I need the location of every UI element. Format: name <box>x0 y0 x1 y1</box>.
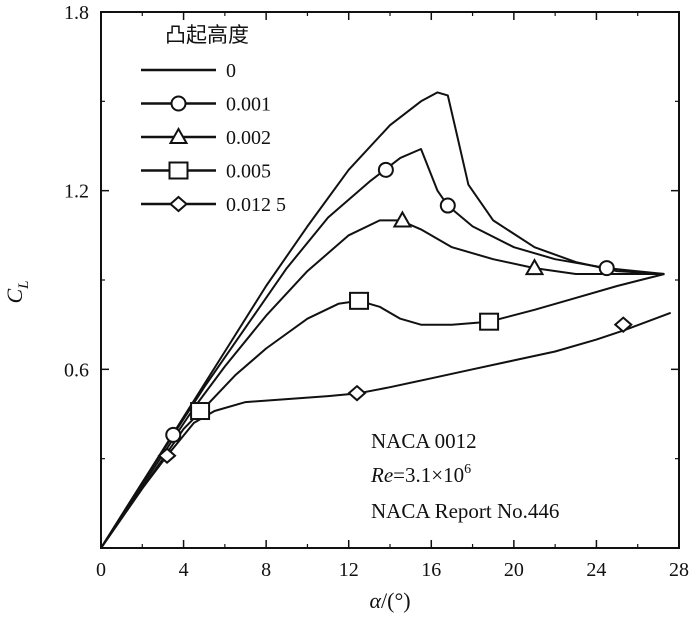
x-tick-label: 24 <box>586 559 606 581</box>
legend: 凸起高度 0 0.001 0.002 0.005 0.012 5 <box>141 23 286 216</box>
x-tick-label: 8 <box>261 559 271 581</box>
series-marker-triangle <box>392 210 413 228</box>
x-tick-label: 12 <box>339 559 359 581</box>
annotation-airfoil: NACA 0012 <box>371 429 477 453</box>
series-line-0 <box>100 91 665 549</box>
legend-label-4: 0.012 5 <box>226 194 286 216</box>
annotation-reynolds: Re=3.1×106 <box>370 462 471 487</box>
y-tick-label: 1.8 <box>64 2 89 24</box>
y-tick-label: 0.6 <box>64 359 89 381</box>
annotation-source: NACA Report No.446 <box>371 499 559 523</box>
x-tick-label: 16 <box>421 559 441 581</box>
legend-label-1: 0.001 <box>226 94 271 116</box>
legend-label-3: 0.005 <box>226 161 271 183</box>
series-marker-diamond <box>347 384 367 402</box>
series-marker-circle <box>598 260 615 277</box>
series-marker-diamond <box>613 316 633 333</box>
y-tick-label: 1.2 <box>64 181 89 203</box>
y-axis-title: CL <box>2 280 32 303</box>
x-axis-title: α/(°) <box>369 588 410 613</box>
legend-rows: 0 0.001 0.002 0.005 0.012 5 <box>141 60 286 216</box>
series-line-1 <box>100 148 665 549</box>
x-tick-label: 20 <box>504 559 524 581</box>
legend-marker-triangle <box>168 126 189 144</box>
series-marker-triangle <box>524 258 545 276</box>
markers-layer <box>157 161 633 465</box>
annotation-exponent: 6 <box>464 462 471 477</box>
series-marker-circle <box>165 426 182 443</box>
legend-label-2: 0.002 <box>226 127 271 149</box>
x-tick-label: 28 <box>669 559 689 581</box>
series-marker-square <box>349 291 370 310</box>
legend-marker-circle <box>170 95 187 112</box>
annotation-block: NACA 0012 Re=3.1×106 NACA Report No.446 <box>370 429 559 523</box>
series-marker-square <box>190 402 211 421</box>
legend-title: 凸起高度 <box>165 23 249 47</box>
legend-label-0: 0 <box>226 60 236 82</box>
axis-ticks: 0 4 8 12 16 20 24 28 0.6 1.2 1.8 <box>64 2 689 581</box>
legend-marker-square <box>168 161 189 180</box>
legend-marker-diamond <box>168 195 189 213</box>
x-tick-label: 4 <box>179 559 189 581</box>
y-axis-title-subscript: L <box>16 280 32 289</box>
series-line-2 <box>100 219 665 549</box>
series-marker-square <box>479 312 500 331</box>
series-marker-diamond <box>157 447 177 465</box>
series-marker-circle <box>439 197 456 214</box>
x-tick-label: 0 <box>96 559 106 581</box>
series-marker-circle <box>377 161 394 178</box>
